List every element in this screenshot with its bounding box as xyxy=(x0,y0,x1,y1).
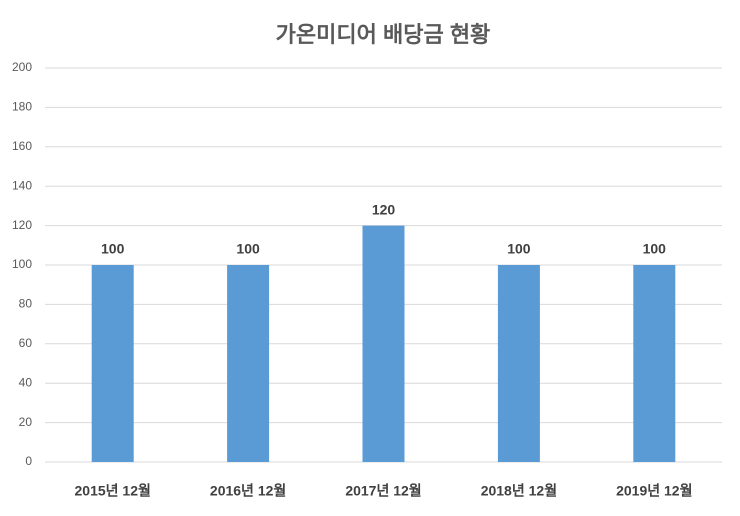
data-label: 100 xyxy=(236,241,260,257)
y-tick-label: 140 xyxy=(12,178,32,192)
y-tick-label: 200 xyxy=(12,60,32,74)
data-label: 100 xyxy=(101,241,125,257)
bar xyxy=(227,265,270,462)
x-tick-label: 2017년 12월 xyxy=(345,483,421,499)
data-label: 120 xyxy=(372,201,396,217)
bar xyxy=(91,265,134,462)
y-tick-label: 100 xyxy=(12,257,32,271)
y-tick-label: 80 xyxy=(19,297,33,311)
y-tick-label: 20 xyxy=(19,415,33,429)
x-tick-label: 2015년 12월 xyxy=(75,483,151,499)
data-label: 100 xyxy=(507,241,531,257)
y-tick-label: 0 xyxy=(25,454,32,468)
y-tick-label: 160 xyxy=(12,139,32,153)
bar xyxy=(362,225,405,462)
bar xyxy=(633,265,676,462)
y-tick-label: 180 xyxy=(12,100,32,114)
x-tick-label: 2019년 12월 xyxy=(616,483,692,499)
y-tick-label: 120 xyxy=(12,218,32,232)
x-tick-label: 2018년 12월 xyxy=(481,483,557,499)
data-label: 100 xyxy=(643,241,667,257)
x-tick-label: 2016년 12월 xyxy=(210,483,286,499)
chart-title: 가온미디어 배당금 현황 xyxy=(276,22,491,47)
y-tick-label: 40 xyxy=(19,375,33,389)
y-tick-label: 60 xyxy=(19,336,33,350)
bar xyxy=(497,265,540,462)
